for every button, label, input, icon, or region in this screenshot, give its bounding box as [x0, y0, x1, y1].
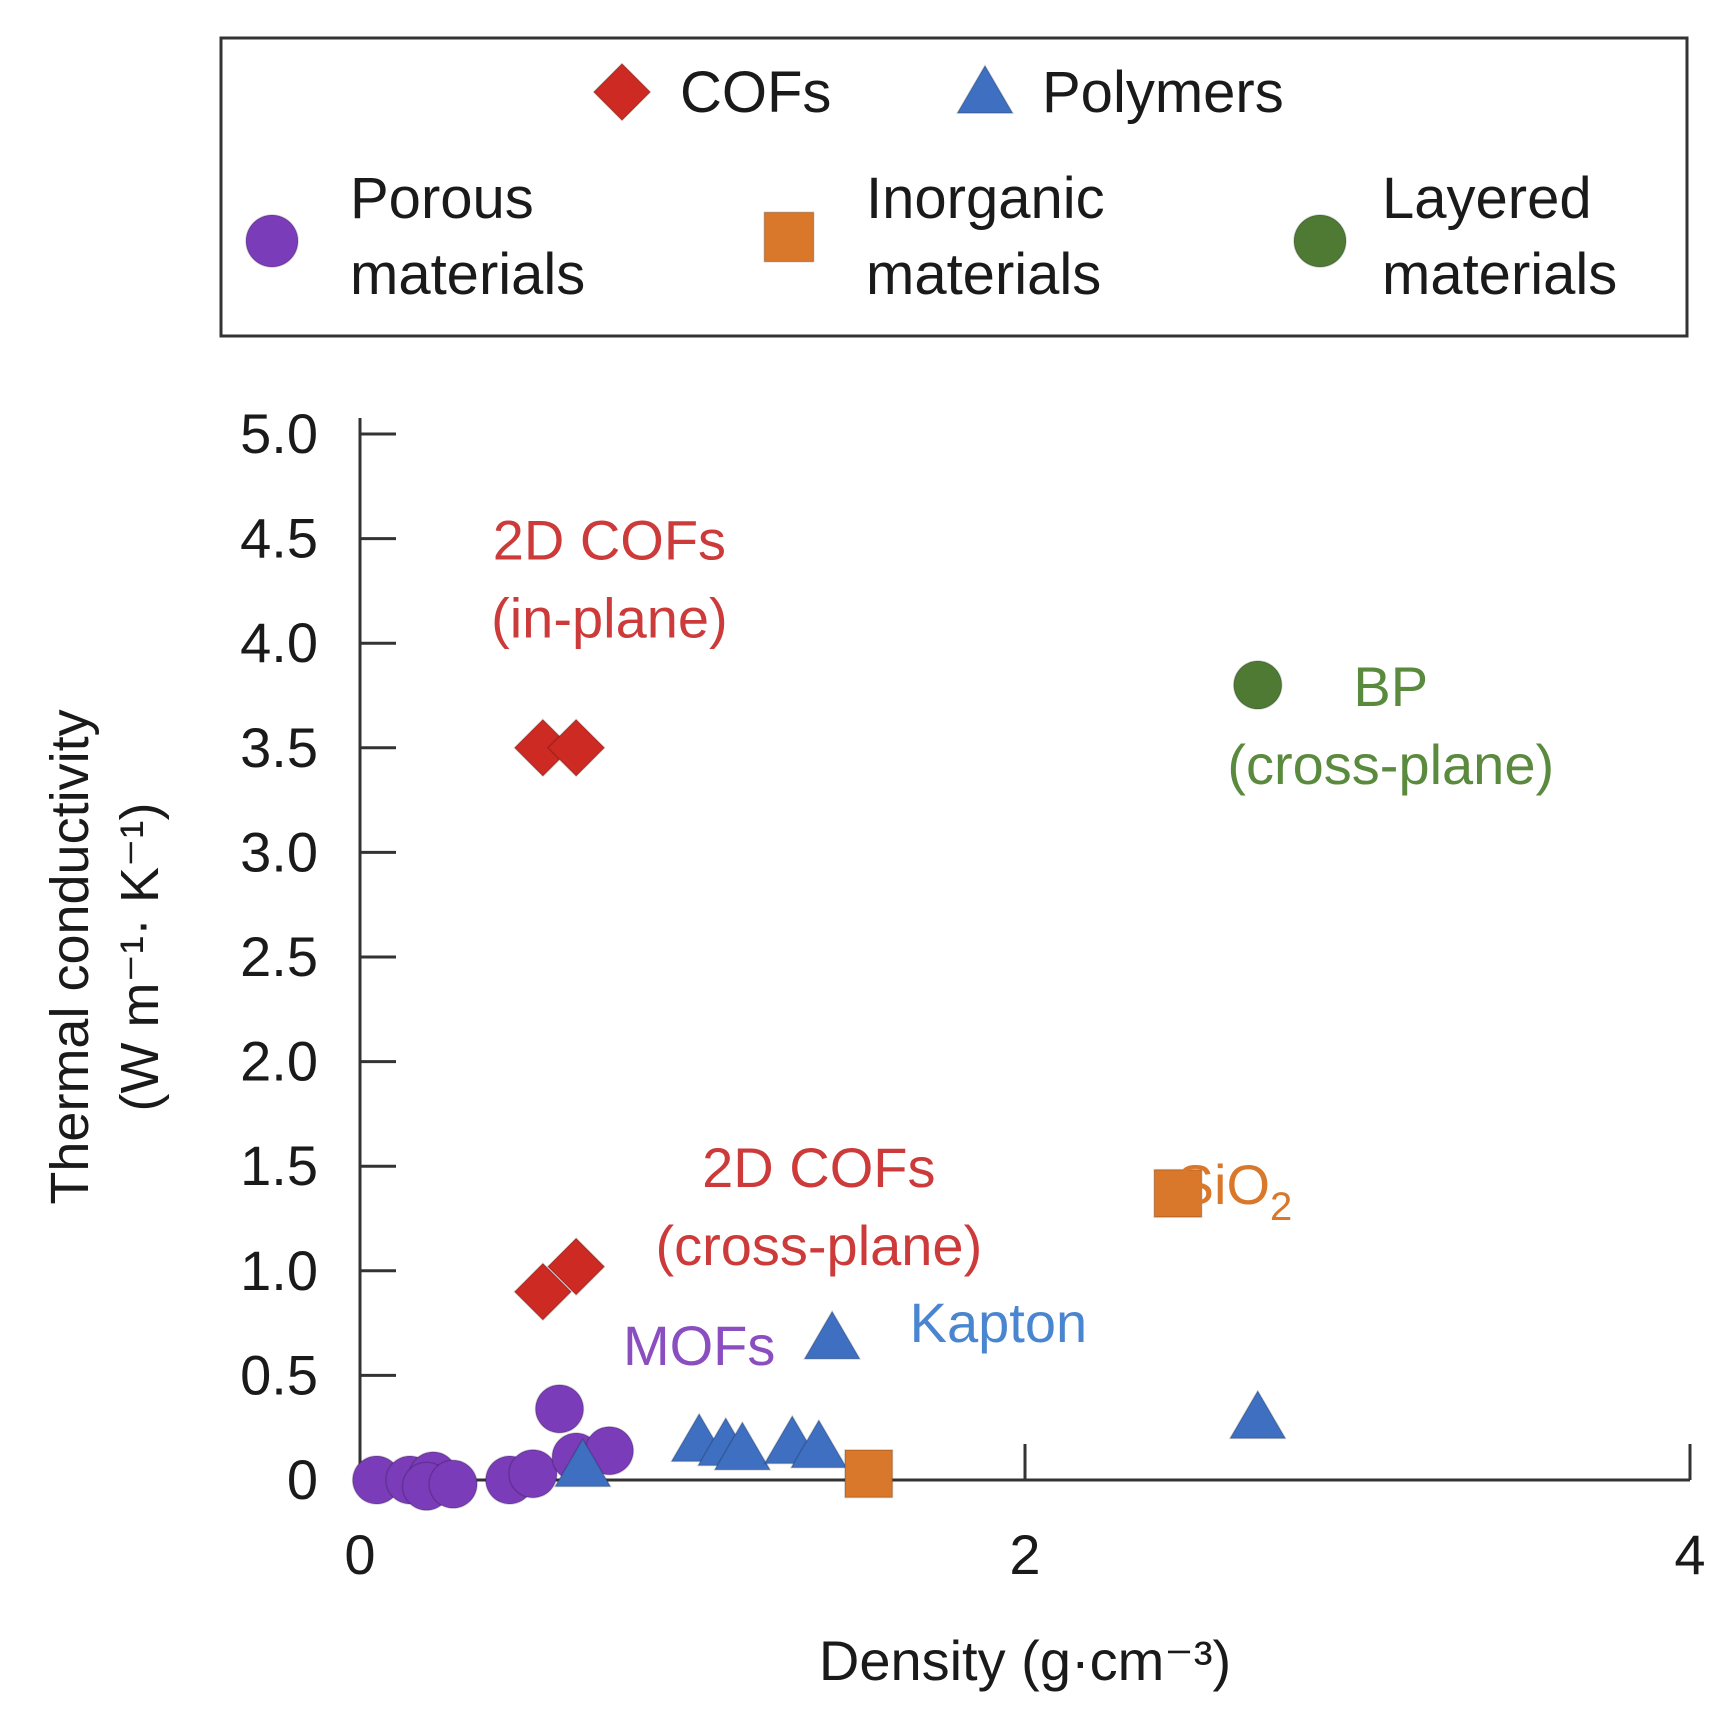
inorganic-point	[1153, 1168, 1203, 1218]
annotation-line: 2D COFs	[702, 1136, 935, 1199]
annotation-line: (cross-plane)	[1227, 733, 1554, 796]
y-axis-label-line1: Thermal conductivity	[40, 709, 100, 1204]
annotation-line: BP	[1353, 655, 1428, 718]
polymers-point	[713, 1420, 772, 1471]
y-tick-label: 1.5	[240, 1134, 318, 1197]
annotation-2d-cofs-cross-plane: 2D COFs (cross-plane)	[655, 1136, 982, 1277]
legend-label-polymers-line1: Polymers	[1042, 60, 1284, 125]
series-polymers	[553, 1309, 1287, 1488]
polymers-point	[803, 1309, 862, 1360]
annotation-subscript: 2	[1270, 1185, 1292, 1229]
y-axis-label-line2: (W m⁻¹· K⁻¹)	[110, 803, 170, 1112]
legend: COFs Polymers Porous materials Inorganic mate…	[219, 36, 1689, 338]
y-tick-label: 2.5	[240, 925, 318, 988]
annotation-kapton: Kapton	[910, 1291, 1088, 1354]
polymers-point	[1228, 1389, 1287, 1440]
annotation-text: SiO	[1177, 1153, 1270, 1216]
legend-entry-polymers: Polymers	[955, 60, 1284, 125]
porous-point	[534, 1384, 585, 1434]
y-tick-label: 0	[287, 1448, 318, 1511]
cofs-point	[546, 1237, 606, 1296]
cofs-point	[546, 718, 606, 778]
x-tick-label: 2	[1009, 1523, 1040, 1586]
annotation-label: SiO2	[1177, 1153, 1293, 1229]
y-tick-label: 1.0	[240, 1239, 318, 1302]
legend-label-inorganic-line2: materials	[866, 242, 1101, 307]
annotation-sio2: SiO2	[1177, 1153, 1293, 1229]
legend-label-layered-line2: materials	[1382, 242, 1617, 307]
y-tick-label: 5.0	[240, 402, 318, 465]
annotation-2d-cofs-in-plane: 2D COFs (in-plane)	[491, 509, 728, 650]
inorganic-point	[844, 1449, 894, 1499]
layered-point	[1233, 660, 1283, 710]
x-tick-label: 0	[344, 1523, 375, 1586]
porous-point	[428, 1459, 478, 1509]
annotation-line: (in-plane)	[491, 587, 728, 650]
legend-label-cofs-line1: COFs	[680, 60, 831, 125]
legend-label-porous-line2: materials	[350, 242, 585, 307]
cofs-point	[513, 1262, 573, 1322]
axes: 0 0.5 1.0 1.5 2.0 2.5 3.0 3.5 4.0 4.5 5.0 0 2 4 Densit…	[40, 402, 1706, 1692]
legend-entry-cofs: COFs	[592, 60, 831, 125]
legend-marker-porous	[245, 214, 299, 268]
legend-box	[219, 36, 1689, 338]
y-tick-label: 3.5	[240, 716, 318, 779]
y-tick-label: 4.5	[240, 507, 318, 570]
annotation-line: (cross-plane)	[655, 1214, 982, 1277]
x-axis-label: Density (g·cm⁻³)	[819, 1629, 1231, 1692]
series-inorganic	[844, 1168, 1203, 1499]
annotation-line: Kapton	[910, 1291, 1088, 1354]
legend-entry-inorganic: Inorganic materials	[763, 166, 1105, 307]
series-porous	[351, 1384, 635, 1512]
y-tick-label: 2.0	[240, 1030, 318, 1093]
annotation-mofs: MOFs	[623, 1314, 775, 1377]
y-tick-label: 3.0	[240, 820, 318, 883]
legend-label-porous-line1: Porous	[350, 166, 534, 231]
annotations: 2D COFs (in-plane) BP (cross-plane) 2D COFs (…	[491, 509, 1554, 1377]
annotation-line: 2D COFs	[493, 509, 726, 572]
legend-marker-inorganic	[763, 211, 815, 263]
annotation-line: MOFs	[623, 1314, 775, 1377]
legend-entry-porous: Porous materials	[245, 166, 585, 307]
data-points	[351, 660, 1287, 1512]
legend-label-layered-line1: Layered	[1382, 166, 1592, 231]
y-tick-label: 0.5	[240, 1343, 318, 1406]
polymers-point	[553, 1437, 612, 1488]
polymers-point	[789, 1418, 848, 1469]
legend-label-inorganic-line1: Inorganic	[866, 166, 1105, 231]
y-tick-label: 4.0	[240, 611, 318, 674]
legend-marker-layered	[1293, 214, 1347, 268]
legend-entry-layered: Layered materials	[1293, 166, 1617, 307]
porous-point	[508, 1448, 558, 1499]
series-cofs	[513, 718, 606, 1322]
legend-marker-cofs	[592, 62, 652, 122]
x-tick-label: 4	[1674, 1523, 1705, 1586]
annotation-bp-cross-plane: BP (cross-plane)	[1227, 655, 1554, 796]
series-layered	[1233, 660, 1283, 710]
legend-marker-polymers	[955, 64, 1015, 114]
